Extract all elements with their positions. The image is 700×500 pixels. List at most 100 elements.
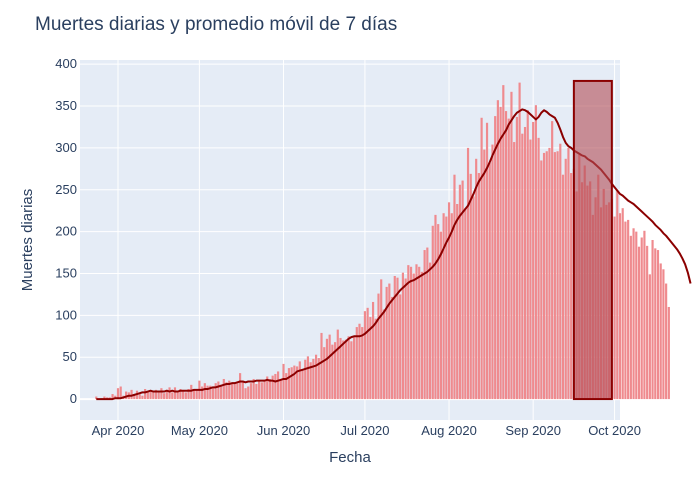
bar	[176, 390, 179, 400]
bar	[285, 373, 288, 400]
bar	[570, 173, 573, 400]
bar	[296, 366, 299, 400]
bar	[358, 323, 361, 400]
bar	[453, 174, 456, 400]
bar	[472, 196, 475, 400]
bar	[377, 293, 380, 400]
bar	[182, 391, 185, 400]
x-tick-label: Jun 2020	[257, 423, 311, 438]
bar	[442, 213, 445, 400]
bar	[437, 224, 440, 400]
bar	[447, 202, 451, 400]
bar	[160, 388, 163, 400]
bar	[637, 246, 641, 400]
bar	[344, 339, 348, 400]
bar	[228, 380, 231, 400]
bar	[336, 329, 339, 400]
bar	[233, 382, 236, 400]
bar	[271, 375, 274, 400]
bar	[532, 121, 535, 400]
bar	[529, 139, 532, 400]
bar	[488, 162, 491, 400]
bar	[144, 389, 147, 400]
bar	[458, 184, 461, 400]
bar	[138, 394, 141, 400]
bar	[314, 354, 318, 400]
bar	[621, 208, 624, 400]
x-tick-label: Jul 2020	[340, 423, 389, 438]
bar	[111, 394, 114, 400]
bar	[418, 266, 421, 400]
bar	[342, 340, 345, 400]
bar	[184, 392, 187, 400]
bar	[380, 279, 383, 400]
bar	[293, 365, 296, 400]
bar	[428, 262, 432, 400]
bar	[263, 380, 266, 400]
bar	[301, 368, 304, 400]
bar	[491, 144, 494, 400]
bar	[396, 277, 399, 400]
bar	[230, 383, 234, 400]
bar	[521, 133, 524, 400]
bar	[665, 283, 668, 400]
bar	[309, 362, 312, 400]
bar	[116, 388, 120, 400]
bar	[350, 341, 353, 400]
y-tick-label: 50	[63, 349, 77, 364]
bar	[266, 376, 269, 400]
bar	[312, 358, 315, 400]
bar	[667, 306, 670, 400]
bar	[388, 283, 391, 400]
bar	[464, 208, 467, 400]
bar	[103, 396, 106, 400]
bar	[439, 231, 442, 400]
bar	[504, 111, 508, 400]
bar	[168, 387, 171, 400]
chart-title: Muertes diarias y promedio móvil de 7 dí…	[35, 14, 397, 35]
bar	[567, 147, 570, 400]
bar	[317, 358, 320, 400]
bar	[163, 393, 166, 400]
bar	[374, 318, 377, 400]
bar	[556, 151, 559, 400]
y-tick-label: 150	[55, 265, 77, 280]
bar	[624, 221, 627, 400]
bar	[355, 327, 358, 400]
bar	[469, 173, 472, 400]
bar	[369, 317, 372, 400]
bar	[277, 371, 280, 400]
bar	[420, 271, 423, 400]
bar	[434, 214, 437, 400]
bar	[629, 235, 632, 400]
bar	[409, 266, 413, 400]
bar	[559, 143, 562, 400]
bar	[548, 147, 551, 400]
bar	[477, 173, 480, 400]
bar	[214, 383, 217, 400]
bar	[502, 85, 505, 400]
bar	[537, 137, 540, 400]
bar	[125, 391, 128, 400]
bar	[220, 384, 223, 400]
bar	[496, 100, 499, 400]
bar	[203, 383, 206, 400]
bar	[217, 381, 220, 400]
bar	[483, 149, 486, 400]
bar	[385, 286, 388, 400]
bar	[331, 344, 334, 400]
bar	[456, 204, 459, 400]
bar	[523, 126, 527, 400]
bar	[361, 327, 364, 400]
x-tick-label: Sep 2020	[505, 423, 561, 438]
bar	[659, 263, 662, 400]
bar	[298, 361, 301, 400]
bar	[363, 311, 367, 400]
bar	[404, 278, 407, 400]
bar	[190, 384, 193, 400]
bar	[513, 142, 516, 400]
bar	[510, 91, 513, 400]
bar	[564, 158, 567, 400]
bar	[540, 160, 543, 400]
bar	[635, 231, 638, 400]
